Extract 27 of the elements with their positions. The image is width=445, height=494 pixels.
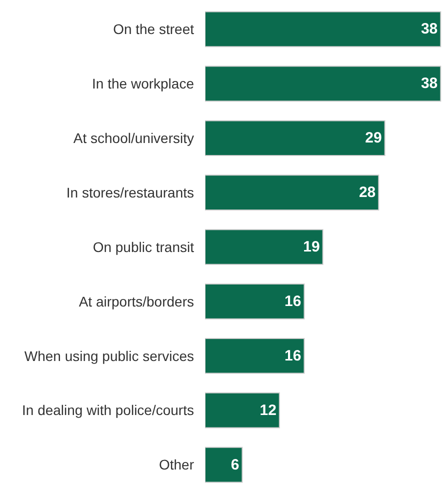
bar xyxy=(205,284,305,320)
bar xyxy=(205,120,386,156)
y-tick-label: Other xyxy=(158,456,194,473)
data-label: 29 xyxy=(365,130,382,147)
y-tick-label: At airports/borders xyxy=(78,293,194,310)
y-tick-label: In dealing with police/courts xyxy=(22,402,194,418)
y-tick-label: When using public services xyxy=(24,348,194,364)
bar xyxy=(205,392,280,428)
y-tick-label: In the workplace xyxy=(92,76,194,92)
y-tick-label: In stores/restaurants xyxy=(66,184,194,200)
y-tick-label: On public transit xyxy=(92,238,194,255)
y-tick-label: At school/university xyxy=(73,130,194,146)
bar xyxy=(205,174,380,210)
data-label: 28 xyxy=(358,184,376,202)
bar xyxy=(205,446,243,483)
data-label: 16 xyxy=(284,347,302,364)
y-tick-label: On the street xyxy=(113,21,194,38)
bar xyxy=(205,229,324,265)
data-label: 16 xyxy=(284,292,302,310)
data-label: 12 xyxy=(260,402,276,419)
data-label: 19 xyxy=(303,238,320,256)
data-label: 6 xyxy=(230,456,240,474)
data-label: 38 xyxy=(420,20,438,38)
data-label: 38 xyxy=(420,75,438,92)
bar xyxy=(205,11,442,48)
bar xyxy=(205,66,442,102)
bar xyxy=(205,338,305,374)
